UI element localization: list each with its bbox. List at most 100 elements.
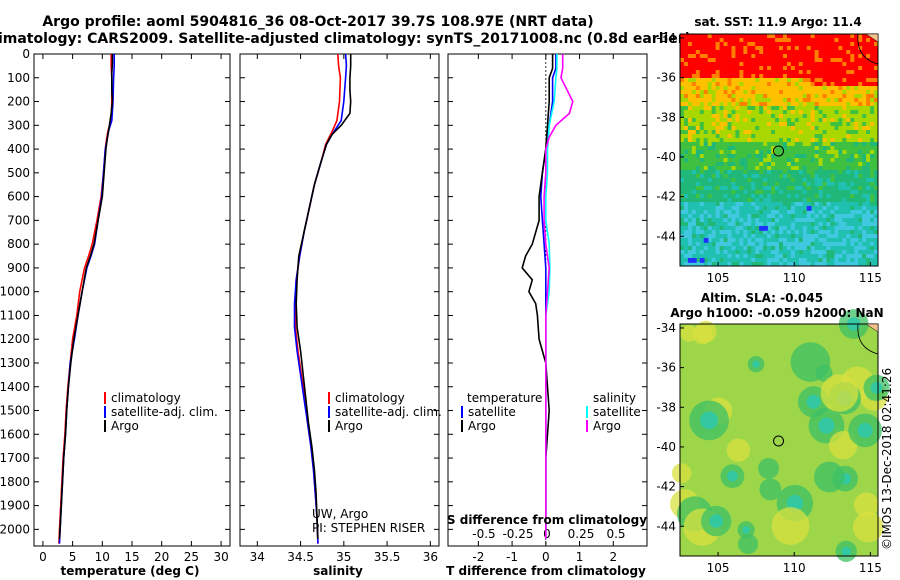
sst-cell — [763, 258, 768, 263]
sst-cell — [687, 82, 693, 87]
sst-cell — [806, 130, 811, 135]
sst-cell — [767, 166, 772, 171]
sst-cell — [779, 202, 784, 207]
sst-cell — [731, 142, 736, 147]
sst-cell — [739, 38, 744, 43]
sst-cell — [751, 170, 756, 175]
sst-cell — [683, 138, 689, 143]
sst-cell — [719, 262, 724, 267]
sst-cell — [739, 110, 744, 115]
sst-cell — [763, 206, 768, 211]
sst-cell — [683, 34, 689, 39]
y-tick-label: 800 — [7, 237, 30, 251]
sst-cell — [775, 230, 780, 235]
sst-cell — [727, 258, 732, 263]
sst-cell — [782, 94, 788, 99]
sst-cell — [806, 38, 811, 43]
sst-cell — [866, 242, 871, 247]
sst-cell — [786, 114, 792, 119]
sst-cell — [767, 134, 772, 139]
sst-cell — [810, 114, 815, 119]
sst-cell — [862, 178, 867, 183]
sst-cell — [743, 222, 748, 227]
sst-cell — [747, 206, 752, 211]
sst-cell — [818, 42, 823, 47]
sst-cell — [779, 234, 784, 239]
sst-cell — [759, 174, 764, 179]
sst-cell — [834, 154, 839, 159]
sst-cell — [751, 126, 756, 131]
sst-cell — [826, 50, 831, 55]
sst-cell — [822, 130, 827, 135]
sst-cell — [739, 230, 744, 235]
sst-cell — [818, 118, 823, 123]
sst-cell — [798, 130, 804, 135]
sst-cell — [786, 122, 792, 127]
sst-cell — [751, 202, 756, 207]
sst-cell — [743, 66, 748, 71]
sst-cell — [838, 126, 843, 131]
sst-cell — [814, 214, 819, 219]
sst-cell — [806, 214, 811, 219]
sst-cell — [767, 238, 772, 243]
sst-cell — [699, 66, 705, 71]
sst-cell — [866, 94, 871, 99]
sst-cell — [767, 170, 772, 175]
sst-cell — [874, 126, 879, 131]
sst-cell — [767, 106, 772, 111]
sst-cell — [814, 182, 819, 187]
sst-cell — [858, 54, 863, 59]
sst-cell — [751, 82, 756, 87]
sst-cell — [834, 238, 839, 243]
sst-cell — [751, 226, 756, 231]
sst-cell — [826, 262, 831, 267]
sst-cell — [747, 238, 752, 243]
sst-cell — [806, 78, 811, 83]
sst-cell — [763, 94, 768, 99]
sst-cell — [842, 210, 847, 215]
sst-cell — [735, 258, 740, 263]
sst-cell — [751, 166, 756, 171]
sst-cell — [755, 174, 760, 179]
sst-cell — [794, 262, 800, 267]
sst-cell — [870, 66, 875, 71]
sst-cell — [727, 238, 732, 243]
series-line-satellite-adj-clim- — [58, 54, 115, 544]
sst-cell — [703, 158, 709, 163]
sst-cell — [858, 50, 863, 55]
sst-cell — [850, 170, 855, 175]
sst-cell — [818, 114, 823, 119]
sst-cell — [858, 170, 863, 175]
sst-cell — [838, 238, 843, 243]
sst-cell — [870, 170, 875, 175]
sst-cell — [755, 74, 760, 79]
sst-cell — [759, 110, 764, 115]
sst-cell — [747, 82, 752, 87]
sst-cell — [870, 62, 875, 67]
sst-cell — [858, 46, 863, 51]
sst-cell — [763, 262, 768, 267]
sst-cell — [854, 106, 859, 111]
sst-cell — [747, 186, 752, 191]
sst-cell — [786, 214, 792, 219]
sst-cell — [719, 174, 724, 179]
sst-cell — [751, 186, 756, 191]
sst-cell — [703, 62, 709, 67]
sst-cell — [719, 234, 724, 239]
sst-cell — [680, 42, 685, 47]
sst-cell — [814, 258, 819, 263]
sst-cell — [870, 138, 875, 143]
sst-cell — [874, 238, 879, 243]
sst-cell — [798, 126, 804, 131]
sst-cell — [751, 102, 756, 107]
sst-cell — [759, 66, 764, 71]
sst-cell — [767, 242, 772, 247]
sst-cell — [786, 222, 792, 227]
sst-cell — [727, 214, 732, 219]
sst-cell — [782, 114, 788, 119]
sst-cell — [731, 54, 736, 59]
sst-cell — [790, 54, 796, 59]
sst-cell — [683, 214, 689, 219]
sst-cell — [810, 210, 815, 215]
sst-cell — [767, 210, 772, 215]
